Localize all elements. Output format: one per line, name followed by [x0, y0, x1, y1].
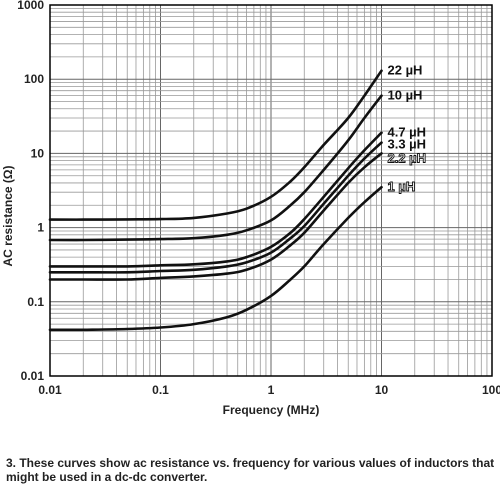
series-curve [48, 69, 383, 221]
y-tick-label: 1000 [17, 0, 44, 12]
y-tick-label: 1 [37, 221, 44, 235]
y-tick-label: 0.01 [21, 369, 45, 383]
series-label: 3.3 µH [388, 137, 427, 152]
y-axis-label: AC resistance (Ω) [1, 166, 15, 267]
series-label: 22 µH [388, 63, 423, 78]
series-label: 1 µH [388, 179, 416, 194]
y-tick-label: 10 [31, 146, 45, 160]
series-curve [48, 141, 383, 274]
series-curve [48, 94, 383, 242]
x-tick-label: 0.01 [38, 383, 62, 397]
series-curve [48, 185, 383, 332]
series-label: 10 µH [388, 88, 423, 103]
series-label: 2.2 µH [388, 150, 427, 165]
series-curve [48, 131, 383, 268]
curves [48, 69, 383, 332]
series-curve [48, 152, 383, 281]
x-tick-label: 100 [482, 383, 500, 397]
figure-caption: 3. These curves show ac resistance vs. f… [6, 456, 495, 484]
y-tick-label: 0.1 [27, 295, 44, 309]
series-label: 4.7 µH [388, 125, 427, 140]
y-tick-label: 100 [24, 72, 44, 86]
x-tick-label: 10 [375, 383, 389, 397]
series-labels: 22 µH 10 µH 4.7 µH3.3 µH2.2 µH 1 µH [387, 63, 427, 195]
x-tick-label: 1 [268, 383, 275, 397]
tick-labels: 0.01 0.1 1 10 100 0.01 0.1 1 10 100 1000 [17, 0, 500, 397]
x-axis-label: Frequency (MHz) [223, 403, 320, 417]
plot-frame [49, 4, 493, 377]
x-tick-label: 0.1 [152, 383, 169, 397]
grid-lines [50, 5, 492, 376]
